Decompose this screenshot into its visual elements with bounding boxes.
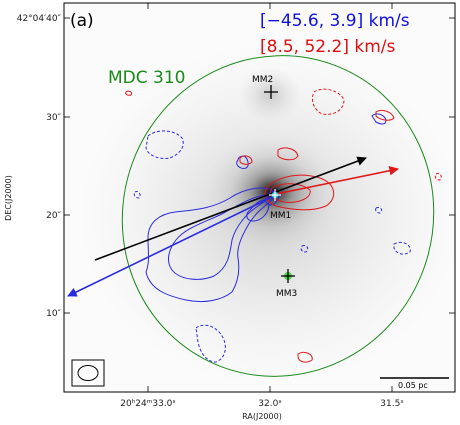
blue-contour-knot — [236, 155, 249, 169]
blue-contour-inner — [246, 199, 270, 222]
red-contour-dashed-1 — [311, 88, 345, 115]
blue-contour-dashed-6 — [375, 207, 383, 214]
outflow-axis-arrow — [94, 156, 367, 261]
y-tick-label-3: 20″ — [46, 211, 61, 221]
red-contour-mm2 — [375, 109, 395, 121]
y-tick-label-1: 42°04′40″ — [17, 14, 62, 24]
blue-contour-outer — [145, 187, 275, 303]
red-contour-dashed-2 — [434, 173, 442, 181]
beam-box — [71, 359, 105, 387]
blue-contour-dashed-5 — [133, 191, 141, 199]
blue-contour-dashed-4 — [300, 245, 309, 253]
blue-velocity-range: [−45.6, 3.9] km/s — [260, 11, 410, 31]
blue-contour-dashed-3 — [393, 241, 411, 255]
y-axis-label: DEC(J2000) — [4, 175, 13, 221]
core-ellipse — [121, 55, 435, 377]
mm2-emission — [238, 67, 302, 123]
red-contour-south — [297, 351, 313, 363]
tick-marks — [64, 3, 455, 392]
x-axis-label: RA(J2000) — [242, 412, 282, 421]
red-contour-knot-1 — [277, 147, 299, 161]
mm1-label: MM1 — [270, 211, 291, 221]
blueshifted-lobe-arrow — [67, 195, 275, 297]
scale-bar-label: 0.05 pc — [398, 381, 428, 390]
panel-label: (a) — [70, 11, 94, 31]
mm2-label: MM2 — [252, 75, 273, 85]
mm3-marker — [281, 269, 295, 283]
blue-contour-mid — [168, 194, 269, 280]
redshifted-lobe-arrow — [275, 166, 399, 195]
red-contour-small — [125, 90, 132, 96]
mm2-marker — [264, 85, 278, 99]
blue-contour-dashed-1 — [145, 130, 184, 159]
plot-frame — [63, 2, 456, 393]
core-label: MDC 310 — [108, 68, 185, 88]
mm3-label: MM3 — [276, 289, 297, 299]
blue-contour-dashed-2 — [195, 324, 226, 363]
x-tick-label-1: 20ʰ24ᵐ33.0ˢ — [120, 399, 176, 409]
x-tick-label-2: 32.0ˢ — [258, 399, 281, 409]
y-tick-label-4: 10″ — [46, 309, 61, 319]
red-contour-outer — [264, 174, 335, 211]
red-contour-knot-2 — [239, 155, 253, 165]
image-area — [64, 3, 455, 392]
red-velocity-range: [8.5, 52.2] km/s — [260, 37, 395, 57]
mm1-marker — [269, 189, 281, 201]
y-tick-label-2: 30″ — [46, 113, 61, 123]
beam-ellipse — [77, 365, 99, 381]
x-tick-label-3: 31.5ˢ — [380, 399, 403, 409]
